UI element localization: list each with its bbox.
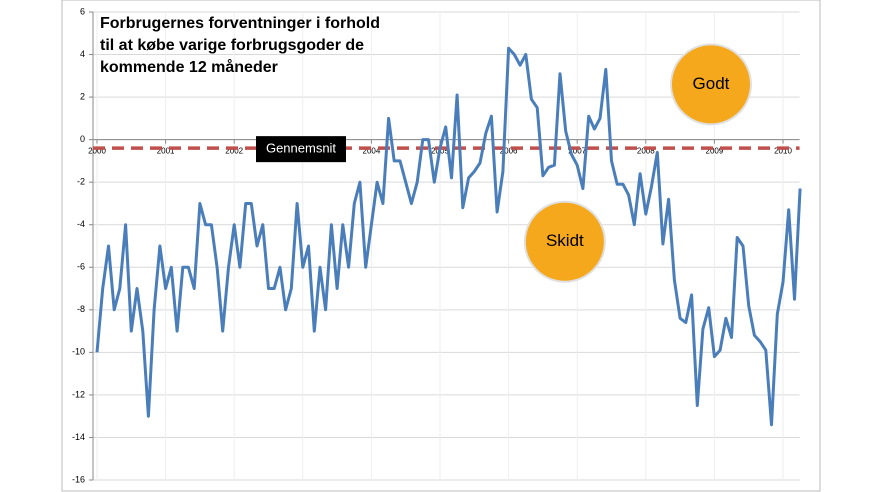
x-tick-label: 2008 xyxy=(637,147,655,156)
x-tick-label: 2004 xyxy=(363,147,381,156)
average-label-box xyxy=(256,136,346,163)
y-tick-label: -8 xyxy=(77,304,85,314)
annotation-label: Godt xyxy=(693,74,730,93)
y-tick-label: 0 xyxy=(80,134,85,144)
y-tick-label: -12 xyxy=(72,389,85,399)
chart-title: kommende 12 måneder xyxy=(100,58,278,76)
annotation-circle xyxy=(669,43,752,126)
average-label: Gennemsnit xyxy=(266,141,336,156)
x-tick-label: 2006 xyxy=(500,147,518,156)
y-tick-label: -14 xyxy=(72,432,85,442)
x-tick-label: 2001 xyxy=(157,147,175,156)
y-tick-label: -6 xyxy=(77,262,85,272)
x-tick-label: 2009 xyxy=(706,147,724,156)
y-tick-label: -4 xyxy=(77,219,85,229)
data-line xyxy=(95,46,802,427)
chart-title: Forbrugernes forventninger i forhold xyxy=(100,15,380,32)
annotation-label: Skidt xyxy=(546,231,584,250)
annotation-circle xyxy=(523,200,606,283)
y-tick-label: -10 xyxy=(72,347,85,357)
y-tick-label: -2 xyxy=(77,177,85,187)
x-tick-label: 2007 xyxy=(568,147,586,156)
y-tick-label: 2 xyxy=(80,91,85,101)
x-tick-label: 2010 xyxy=(774,147,792,156)
y-tick-label: -16 xyxy=(72,474,85,484)
chart-title: til at købe varige forbrugsgoder de xyxy=(100,37,364,54)
x-tick-label: 2002 xyxy=(225,147,243,156)
x-tick-label: 2000 xyxy=(88,147,106,156)
y-tick-label: 4 xyxy=(80,49,85,59)
y-tick-label: 6 xyxy=(80,6,85,16)
